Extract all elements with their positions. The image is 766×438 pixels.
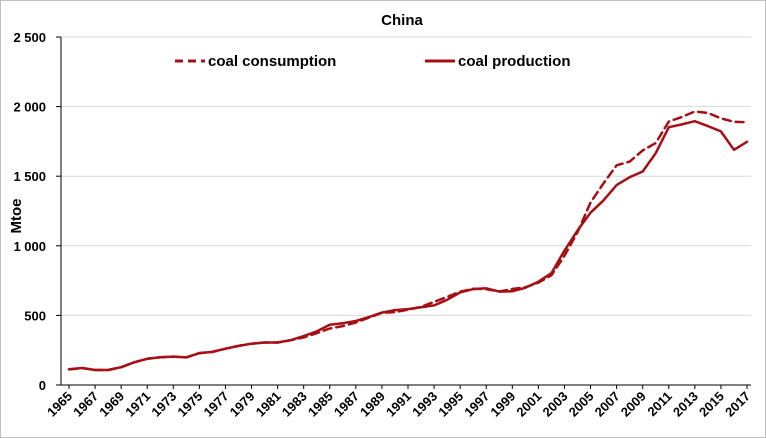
x-tick-label: 1967: [70, 389, 101, 420]
x-tick-label: 1999: [487, 389, 518, 420]
x-tick-label: 2015: [696, 389, 727, 420]
legend-label-coal-consumption: coal consumption: [208, 53, 336, 70]
x-tick-label: 1985: [305, 389, 336, 420]
x-tick-label: 2003: [540, 389, 571, 420]
x-tick-label: 2001: [513, 389, 544, 420]
x-tick-label: 1965: [44, 389, 75, 420]
x-tick-label: 2013: [670, 389, 701, 420]
series-line-coal-consumption: [67, 110, 749, 372]
x-tick-label: 2005: [566, 389, 597, 420]
x-tick-labels: 1965196719691971197319751977197919811983…: [44, 389, 753, 420]
x-tick-label: 1995: [435, 389, 466, 420]
x-tick-label: 1989: [357, 389, 388, 420]
x-tick-label: 1971: [122, 389, 153, 420]
x-tick-label: 1975: [174, 389, 205, 420]
y-tick-label: 1 000: [13, 239, 46, 254]
x-tick-label: 1983: [279, 389, 310, 420]
x-tick-label: 1997: [461, 389, 492, 420]
x-tick-label: 1981: [253, 389, 284, 420]
series-lines: [67, 110, 749, 372]
y-tick-label: 2 500: [13, 30, 46, 45]
x-tick-label: 1979: [227, 389, 258, 420]
x-tick-label: 2007: [592, 389, 623, 420]
gridlines: [61, 36, 751, 316]
series-line-coal-production: [67, 119, 749, 372]
x-tick-label: 2009: [618, 389, 649, 420]
x-tick-label: 1969: [96, 389, 127, 420]
x-tick-label: 1993: [409, 389, 440, 420]
legend-label-coal-production: coal production: [458, 53, 571, 70]
x-tick-label: 2017: [722, 389, 753, 420]
y-tick-label: 0: [39, 378, 46, 393]
x-tick-label: 1987: [331, 389, 362, 420]
y-tick-label: 1 500: [13, 169, 46, 184]
x-tick-label: 2011: [644, 389, 675, 420]
y-axis-title: Mtoe: [8, 199, 25, 234]
y-tick-labels: 0 500 1 000 1 500 2 000 2 500: [13, 30, 46, 393]
x-tick-label: 1991: [383, 389, 414, 420]
y-tick-label: 2 000: [13, 100, 46, 115]
x-tick-label: 1977: [201, 389, 232, 420]
axes: [56, 36, 751, 389]
chart-title: China: [381, 12, 423, 29]
y-tick-label: 500: [24, 308, 46, 323]
legend: coal consumption coal production: [175, 53, 571, 70]
x-tick-label: 1973: [148, 389, 179, 420]
